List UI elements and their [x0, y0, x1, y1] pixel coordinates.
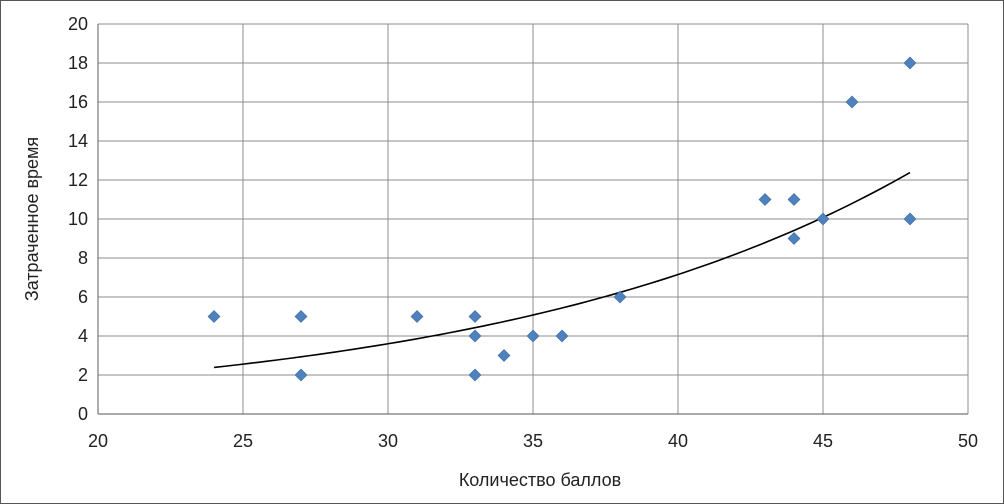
trendline [213, 171, 911, 369]
x-axis-title: Количество баллов [459, 470, 621, 490]
x-tick-label: 20 [88, 431, 108, 451]
x-tick-label: 50 [958, 431, 978, 451]
x-tick-label: 25 [233, 431, 253, 451]
y-tick-label: 8 [78, 248, 88, 268]
data-point [903, 56, 917, 70]
y-tick-label: 6 [78, 287, 88, 307]
data-point [294, 310, 308, 323]
data-point [468, 368, 482, 382]
data-point [497, 349, 511, 362]
data-point [787, 193, 801, 206]
y-tick-label: 12 [68, 170, 88, 190]
y-tick-label: 10 [68, 209, 88, 229]
y-tick-label: 0 [78, 404, 88, 424]
data-point [526, 329, 540, 343]
data-point [555, 329, 569, 343]
data-point [468, 310, 482, 323]
data-point [903, 212, 917, 226]
data-point [410, 310, 424, 323]
data-point [787, 232, 801, 245]
y-tick-label: 18 [68, 53, 88, 73]
data-point [758, 193, 772, 206]
y-tick-label: 4 [78, 326, 88, 346]
y-tick-label: 14 [68, 131, 88, 151]
grid [97, 23, 969, 415]
x-tick-label: 45 [813, 431, 833, 451]
y-tick-label: 20 [68, 14, 88, 34]
data-point [613, 290, 627, 304]
y-tick-label: 2 [78, 365, 88, 385]
trendline-layer [213, 171, 911, 369]
y-axis-title: Затраченное время [22, 137, 42, 301]
x-tick-label: 30 [378, 431, 398, 451]
data-point [468, 329, 482, 343]
data-point [816, 212, 830, 226]
data-point [207, 310, 221, 323]
data-point [294, 368, 308, 382]
x-tick-label: 35 [523, 431, 543, 451]
x-tick-label: 40 [668, 431, 688, 451]
points-layer [207, 56, 917, 382]
data-point [845, 95, 859, 109]
tick-labels: 0 2 4 6 8 10 12 14 16 18 20 20 25 30 35 40 45 50 [68, 14, 978, 451]
y-tick-label: 16 [68, 92, 88, 112]
